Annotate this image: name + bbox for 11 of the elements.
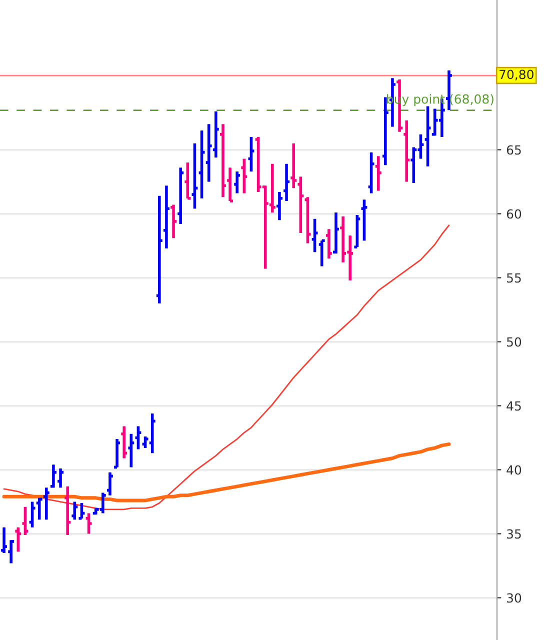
y-tick-label: 60 [506,209,522,219]
y-tick-label: 45 [506,401,521,411]
y-tick-label: 40 [506,465,522,475]
line-series [2,442,451,502]
line-series [3,224,450,510]
y-tick-label: 65 [506,145,521,155]
y-tick-label: 30 [506,593,522,603]
ref-line-label: 70,80 [500,70,534,80]
y-tick-label: 50 [506,337,522,347]
y-tick-label: 35 [506,529,521,539]
y-tick-label: 55 [506,273,521,283]
